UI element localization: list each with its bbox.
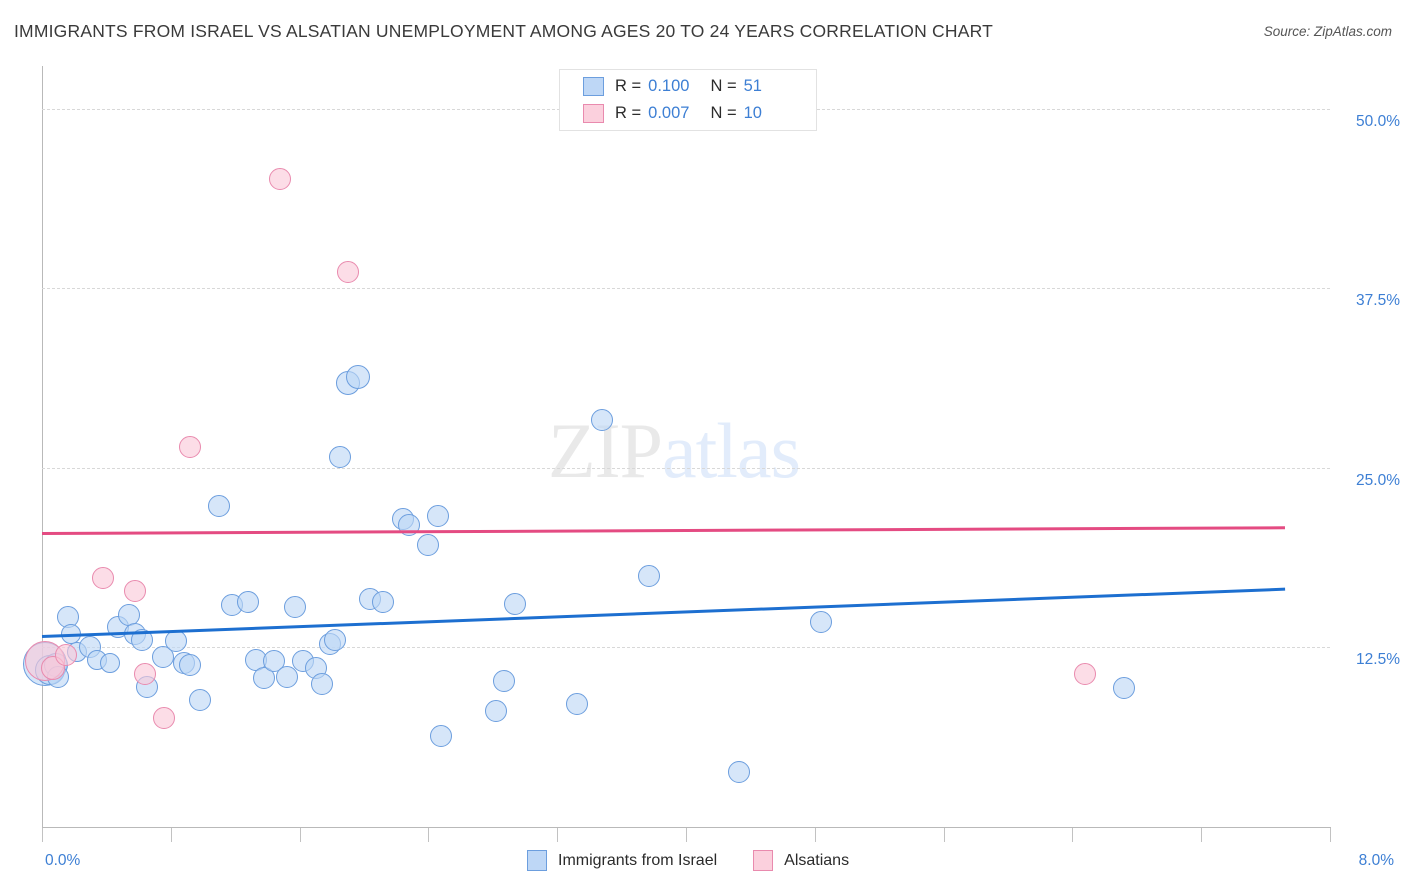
- y-axis-label: 50.0%: [1356, 113, 1400, 131]
- data-point[interactable]: [275, 665, 298, 688]
- data-point[interactable]: [427, 505, 450, 528]
- series-legend-item-alsatians[interactable]: Alsatians: [753, 850, 849, 871]
- x-axis-tick: [814, 828, 816, 842]
- x-axis-tick: [1072, 828, 1074, 842]
- data-point[interactable]: [345, 365, 370, 390]
- data-point[interactable]: [565, 693, 588, 716]
- page-title: IMMIGRANTS FROM ISRAEL VS ALSATIAN UNEMP…: [14, 21, 993, 41]
- data-point[interactable]: [430, 724, 453, 747]
- legend-swatch-alsatians: [583, 104, 604, 123]
- x-axis-min-label: 0.0%: [45, 852, 81, 869]
- x-axis-tick: [557, 828, 559, 842]
- data-point[interactable]: [324, 628, 347, 651]
- series-swatch-alsatians: [753, 850, 774, 871]
- r-value-1: 0.007: [648, 104, 690, 122]
- data-point[interactable]: [269, 168, 292, 191]
- data-point[interactable]: [179, 436, 202, 459]
- n-label-1: N =: [710, 104, 737, 122]
- x-axis-max-label: 8.0%: [1358, 852, 1394, 869]
- y-axis-line: [42, 66, 43, 828]
- data-point[interactable]: [208, 495, 231, 518]
- n-value-0: 51: [743, 77, 762, 95]
- data-point[interactable]: [485, 700, 508, 723]
- y-axis-label: 25.0%: [1356, 471, 1400, 489]
- series-legend-item-immigrants-from-israel[interactable]: Immigrants from Israel: [527, 850, 717, 871]
- r-label-1: R =: [615, 104, 642, 122]
- x-axis-tick: [1330, 828, 1331, 842]
- data-point[interactable]: [164, 630, 187, 653]
- data-point[interactable]: [311, 673, 334, 696]
- x-axis-tick: [1201, 828, 1203, 842]
- data-point[interactable]: [591, 409, 614, 432]
- data-point[interactable]: [262, 650, 285, 673]
- series-swatch-immigrants-from-israel: [527, 850, 547, 871]
- x-axis-tick: [428, 828, 430, 842]
- data-point[interactable]: [372, 591, 395, 614]
- data-point[interactable]: [1074, 663, 1097, 685]
- data-point[interactable]: [92, 566, 115, 589]
- source-label: Source: ZipAtlas.com: [1263, 24, 1392, 39]
- data-point[interactable]: [55, 644, 78, 667]
- zipatlas-watermark: ZIPatlas: [548, 406, 801, 496]
- data-point[interactable]: [504, 592, 527, 615]
- data-point[interactable]: [130, 628, 153, 651]
- gridline-y-25: [42, 467, 1330, 469]
- data-point[interactable]: [99, 652, 120, 673]
- x-axis-tick: [943, 828, 945, 842]
- n-label-0: N =: [710, 77, 737, 95]
- plot-area: ZIPatlas: [23, 66, 1330, 826]
- data-point[interactable]: [637, 565, 660, 588]
- data-point[interactable]: [237, 591, 260, 614]
- correlation-legend-row-0: R = 0.100 N = 51: [583, 74, 816, 99]
- data-point[interactable]: [328, 446, 351, 469]
- r-label-0: R =: [615, 77, 642, 95]
- correlation-legend-row-1: R = 0.007 N = 10: [583, 101, 816, 126]
- gridline-y-12.5: [42, 646, 1330, 648]
- data-point[interactable]: [179, 654, 202, 677]
- series-legend: Immigrants from Israel Alsatians: [527, 850, 885, 871]
- data-point[interactable]: [253, 667, 276, 690]
- x-axis-line: [42, 827, 1331, 828]
- gridline-y-37.5: [42, 288, 1330, 290]
- x-axis-tick: [686, 828, 687, 842]
- y-axis-label: 12.5%: [1356, 650, 1400, 668]
- data-point[interactable]: [398, 513, 421, 536]
- data-point[interactable]: [417, 533, 440, 556]
- correlation-legend: R = 0.100 N = 51 R = 0.007 N = 10: [559, 69, 817, 131]
- watermark-atlas: atlas: [662, 407, 801, 494]
- series-label-alsatians: Alsatians: [784, 851, 850, 869]
- series-label-immigrants-from-israel: Immigrants from Israel: [558, 851, 718, 869]
- data-point[interactable]: [151, 645, 174, 668]
- data-point[interactable]: [728, 760, 751, 783]
- data-point[interactable]: [1112, 677, 1135, 700]
- r-value-0: 0.100: [648, 77, 690, 95]
- data-point[interactable]: [188, 688, 211, 711]
- n-value-1: 10: [743, 104, 762, 122]
- data-point[interactable]: [810, 611, 833, 634]
- data-point[interactable]: [153, 707, 176, 730]
- data-point[interactable]: [336, 261, 359, 284]
- legend-swatch-immigrants-from-israel: [583, 77, 604, 96]
- data-point[interactable]: [124, 579, 147, 602]
- y-axis-label: 37.5%: [1356, 292, 1400, 310]
- data-point[interactable]: [283, 595, 306, 618]
- x-axis-tick: [42, 828, 43, 842]
- x-axis-tick: [299, 828, 301, 842]
- x-axis-tick: [170, 828, 172, 842]
- trendline-alsatians: [41, 526, 1285, 536]
- data-point[interactable]: [134, 663, 157, 685]
- data-point[interactable]: [493, 670, 516, 693]
